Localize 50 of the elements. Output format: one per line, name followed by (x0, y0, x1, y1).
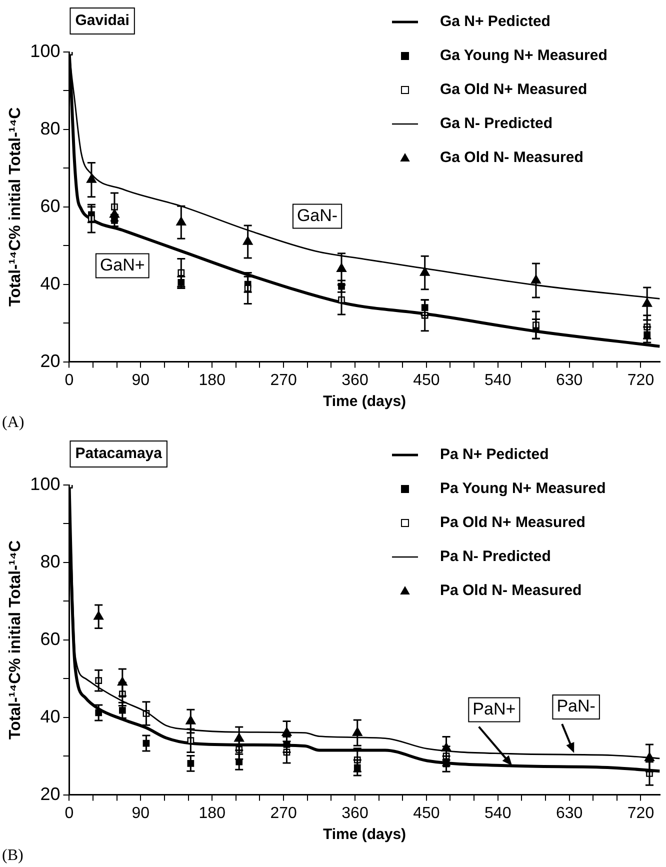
legend-label: Ga Old N+ Measured (440, 81, 588, 98)
x-tick-label: 540 (484, 372, 512, 389)
y-axis-title: Total-¹⁴C% initial Total-¹⁴C (7, 106, 24, 307)
x-tick-label: 90 (132, 372, 150, 389)
legend-label: Ga Old N- Measured (440, 149, 584, 166)
y-tick-label: 100 (30, 40, 60, 61)
y-tick-label: 40 (40, 273, 60, 294)
legend-label: Pa Old N- Measured (440, 582, 582, 600)
x-tick-label: 630 (556, 372, 583, 389)
x-tick-label: 360 (342, 804, 368, 822)
x-axis-title: Time (days) (322, 826, 406, 844)
chart-title: Gavidai (75, 12, 130, 30)
legend-label: Ga N+ Pedicted (440, 13, 550, 30)
x-tick-label: 0 (64, 804, 74, 822)
annotation: GaN- (296, 206, 338, 225)
x-tick-label: 360 (342, 372, 368, 389)
x-tick-label: 180 (198, 372, 226, 389)
text: (A) (2, 414, 24, 432)
x-tick-label: 720 (627, 372, 654, 389)
x-tick-label: 720 (627, 804, 654, 822)
legend-label: Pa Old N+ Measured (440, 514, 586, 532)
y-tick-label: 20 (40, 350, 60, 371)
legend-label: Pa Young N+ Measured (440, 480, 606, 498)
legend-label: Ga N- Predicted (440, 115, 553, 132)
y-tick-label: 20 (40, 784, 60, 804)
y-tick-label: 60 (40, 628, 60, 649)
annotation: PaN- (556, 696, 596, 716)
x-tick-label: 0 (64, 372, 74, 389)
x-tick-label: 630 (556, 804, 583, 822)
x-axis-title: Time (days) (322, 393, 406, 410)
x-tick-label: 180 (198, 804, 226, 822)
x-tick-label: 270 (270, 372, 297, 389)
y-axis-title: Total-¹⁴C% initial Total-¹⁴C (7, 540, 24, 740)
y-tick-label: 40 (40, 706, 60, 726)
y-tick-label: 60 (40, 196, 60, 216)
y-tick-label: 80 (40, 118, 60, 138)
x-tick-label: 540 (484, 804, 512, 822)
x-tick-label: 270 (270, 804, 297, 822)
legend-label: Pa N- Predicted (440, 548, 551, 566)
annotation: GaN+ (100, 255, 145, 274)
annotation: PaN+ (472, 699, 516, 718)
x-tick-label: 90 (132, 804, 150, 822)
y-tick-label: 80 (40, 551, 60, 572)
x-tick-label: 450 (413, 804, 440, 822)
x-tick-label: 450 (413, 372, 440, 389)
y-tick-label: 100 (30, 474, 60, 494)
text: (B) (2, 847, 24, 864)
legend-label: Pa N+ Pedicted (440, 446, 549, 464)
chart-title: Patacamaya (75, 445, 163, 462)
legend-label: Ga Young N+ Measured (440, 47, 608, 64)
